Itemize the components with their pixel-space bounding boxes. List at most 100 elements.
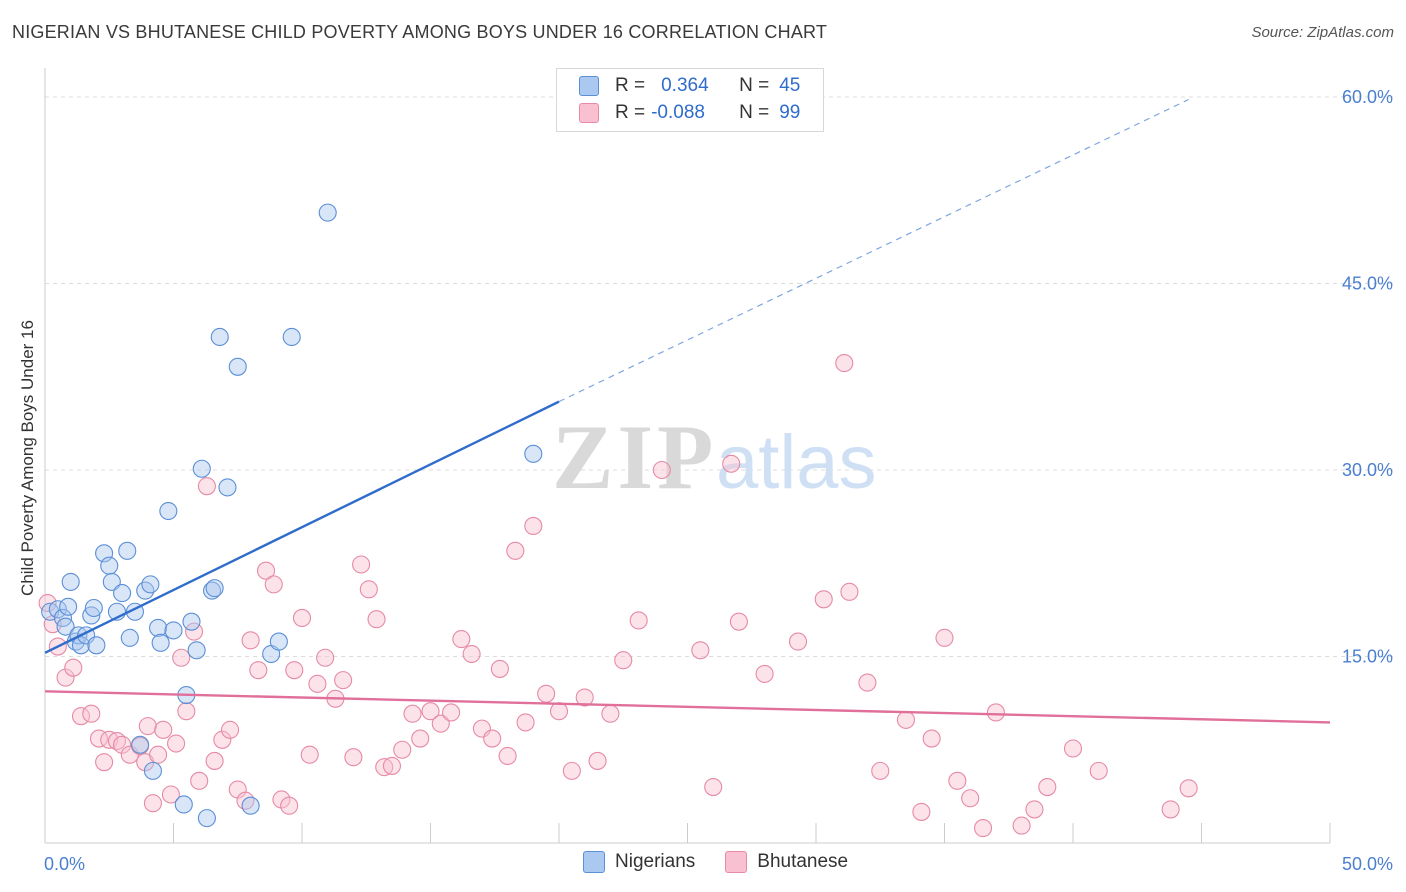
bhutanese-point [986, 703, 1005, 722]
series-legend: Nigerians Bhutanese [583, 851, 878, 873]
bhutanese-point [256, 561, 276, 580]
bhutanese-point [549, 702, 569, 721]
nigerians-point [59, 597, 78, 616]
nigerians-point [141, 575, 160, 594]
bhutanese-point [614, 651, 633, 670]
nigerians-point [187, 641, 206, 660]
nigerians-point [151, 633, 170, 652]
bhutanese-point [871, 761, 890, 780]
legend-label: Nigerians [615, 851, 696, 872]
r-label: R = [615, 102, 646, 123]
bhutanese-point [138, 717, 157, 736]
bhutanese-point [308, 674, 327, 693]
nigerians-point [113, 584, 132, 603]
nigerians-point [182, 612, 201, 631]
nigerians-point [205, 579, 224, 598]
bhutanese-point [352, 555, 371, 574]
bhutanese-point [236, 791, 255, 810]
bhutanese-point [316, 648, 335, 667]
bhutanese-point [197, 477, 216, 496]
nigerians-point [164, 621, 183, 640]
r-value: 0.364 [661, 75, 709, 96]
nigerians-point [143, 761, 162, 780]
bhutanese-point [483, 729, 502, 748]
bhutanese-point [629, 611, 648, 630]
bhutanese-point [64, 658, 83, 677]
bhutanese-point [161, 785, 180, 804]
bhutanese-point [431, 714, 450, 733]
bhutanese-point [896, 710, 916, 729]
bhutanese-point [835, 354, 854, 373]
bhutanese-point [537, 684, 556, 703]
nigerians-point [149, 618, 168, 637]
nigerians-point [210, 327, 229, 347]
bhutanese-point [462, 644, 481, 664]
legend-item-nigerians: Nigerians [583, 851, 695, 873]
y-tick-label: 15.0% [1342, 647, 1393, 667]
bhutanese-point [56, 668, 75, 687]
r-label: R = [615, 75, 646, 96]
nigerians-point [218, 478, 237, 497]
nigerians-point [269, 632, 288, 651]
nigerians-swatch [579, 76, 599, 96]
watermark-zip: ZIP [552, 406, 717, 508]
stats-legend: R = 0.364 N = 45 R = -0.088 N = 99 [556, 68, 824, 132]
legend-item-bhutanese: Bhutanese [725, 851, 848, 873]
bhutanese-point [1161, 800, 1180, 819]
bhutanese-point [1038, 777, 1057, 797]
bhutanese-point [264, 575, 283, 594]
bhutanese-points [38, 354, 1198, 838]
bhutanese-point [172, 648, 191, 667]
bhutanese-swatch [579, 103, 599, 123]
bhutanese-point [334, 671, 353, 690]
bhutanese-point [652, 460, 671, 480]
x-tick-label: 0.0% [44, 854, 85, 874]
nigerians-point [282, 327, 301, 347]
bhutanese-point [403, 704, 422, 723]
nigerians-point [84, 598, 103, 618]
legend-label: Bhutanese [757, 851, 849, 872]
nigerians-point [174, 795, 193, 814]
nigerians-point [118, 541, 137, 560]
bhutanese-point [205, 751, 224, 770]
bhutanese-point [1012, 816, 1031, 835]
bhutanese-point [167, 734, 186, 753]
bhutanese-point [814, 590, 833, 609]
bhutanese-point [1025, 800, 1044, 819]
nigerians-point [228, 357, 247, 376]
bhutanese-point [393, 740, 412, 759]
n-label: N = [739, 102, 770, 123]
nigerians-point [71, 636, 91, 655]
stats-row-bhutanese: R = -0.088 N = 99 [579, 102, 800, 124]
nigerians-point [241, 796, 260, 815]
bhutanese-point [149, 745, 168, 764]
bhutanese-point [375, 758, 394, 777]
bhutanese-point [285, 661, 304, 680]
x-tick-label: 50.0% [1342, 854, 1393, 874]
nigerians-point [159, 501, 178, 521]
bhutanese-point [190, 771, 209, 790]
bhutanese-point [729, 612, 748, 631]
nigerians-point [102, 572, 121, 591]
grid-lines [45, 96, 1395, 657]
bhutanese-point [344, 748, 363, 767]
bhutanese-point [442, 703, 461, 722]
bhutanese-point [973, 819, 993, 838]
watermark-atlas: atlas [716, 420, 877, 505]
nigerians-point [524, 444, 543, 463]
bhutanese-point [922, 729, 941, 748]
bhutanese-trend-line [44, 690, 1331, 724]
nigerians-point [82, 606, 101, 625]
source-credit: Source: ZipAtlas.com [1251, 24, 1394, 41]
bhutanese-point [82, 704, 101, 723]
bhutanese-point [755, 664, 774, 683]
tick-labels: 15.0% 30.0% 45.0% 60.0% 0.0% 50.0% [44, 87, 1393, 874]
bhutanese-point [452, 630, 471, 649]
bhutanese-point [220, 720, 240, 739]
nigerians-point [56, 617, 75, 636]
bhutanese-point [1063, 739, 1083, 758]
n-label: N = [739, 75, 770, 96]
nigerians-point [192, 459, 211, 478]
bhutanese-swatch [725, 851, 748, 873]
